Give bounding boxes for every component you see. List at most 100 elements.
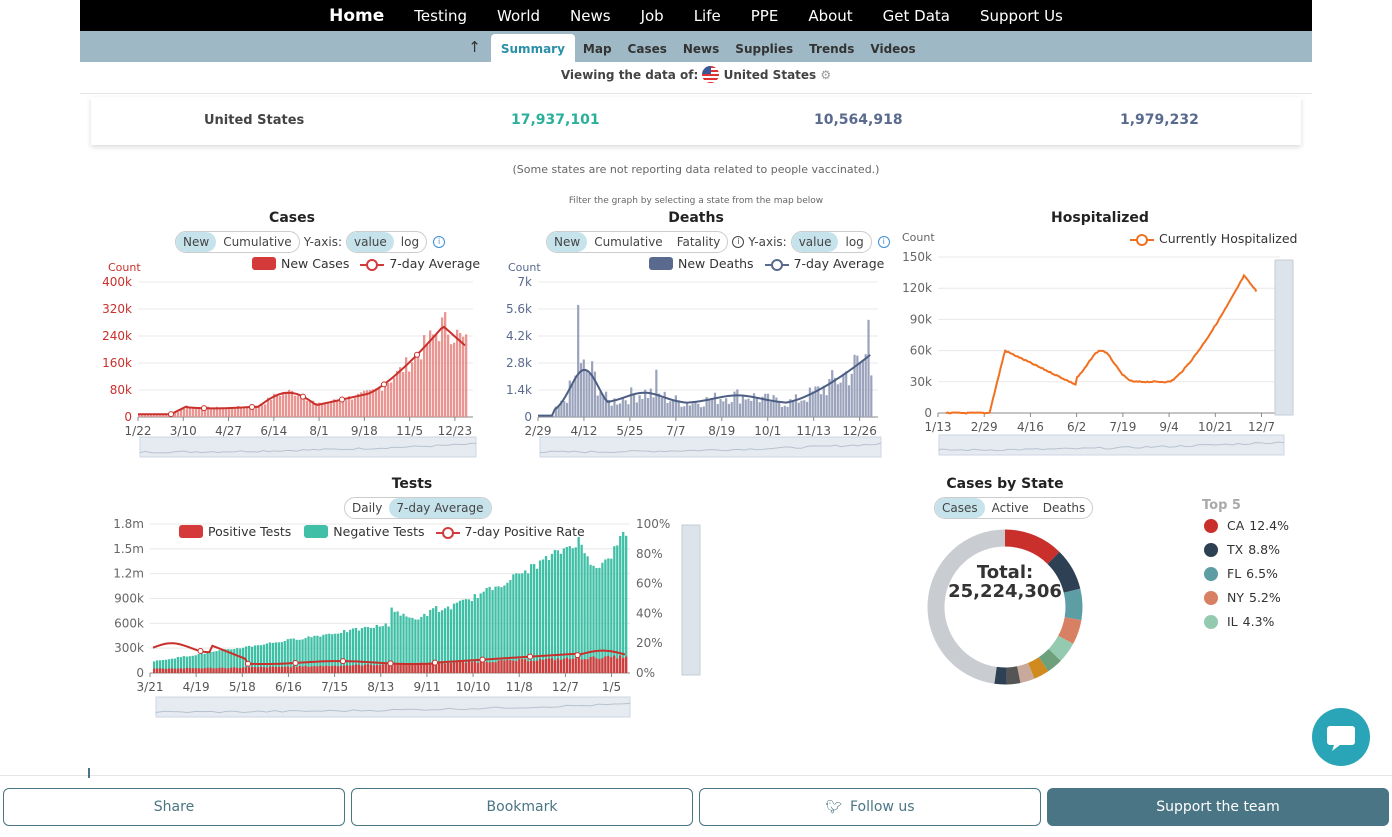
- tab-supplies[interactable]: Supplies: [735, 42, 794, 56]
- bar: [769, 401, 772, 417]
- chat-button[interactable]: [1312, 708, 1370, 766]
- positive-bar: [218, 667, 221, 673]
- support-button[interactable]: Support the team: [1047, 788, 1389, 826]
- cases-mode-new[interactable]: New: [176, 232, 217, 252]
- nav-home[interactable]: Home: [329, 5, 385, 26]
- nav-job[interactable]: Job: [640, 6, 664, 25]
- deaths-mode-new[interactable]: New: [547, 232, 588, 252]
- top5-item[interactable]: NY 5.2%: [1204, 590, 1281, 605]
- info-icon[interactable]: i: [433, 236, 446, 248]
- positive-bar: [212, 668, 215, 673]
- bar: [378, 387, 381, 417]
- deaths-controls: New Cumulative Fatality i Y-axis: value …: [546, 231, 890, 253]
- x-tick-label: 4/19: [183, 680, 210, 694]
- zoom-slider-preview: [155, 702, 631, 714]
- cases-legend-avg[interactable]: 7-day Average: [389, 256, 481, 271]
- tests-legend-positive[interactable]: Positive Tests: [208, 524, 292, 539]
- tab-videos[interactable]: Videos: [870, 42, 916, 56]
- nav-support-us[interactable]: Support Us: [980, 6, 1063, 25]
- tests-legend-rate[interactable]: 7-day Positive Rate: [464, 524, 585, 539]
- negative-bar: [435, 606, 438, 673]
- positive-bar: [399, 663, 402, 673]
- deaths-mode-fatality[interactable]: Fatality: [676, 235, 721, 249]
- tab-summary[interactable]: Summary: [490, 34, 575, 62]
- nav-get-data[interactable]: Get Data: [882, 6, 950, 25]
- bar: [186, 405, 189, 417]
- tab-news[interactable]: News: [682, 42, 720, 56]
- x-tick-label: 5/18: [229, 680, 256, 694]
- bar: [393, 377, 396, 417]
- tests-mode-7day[interactable]: 7-day Average: [389, 498, 491, 518]
- info-icon[interactable]: i: [877, 236, 890, 248]
- cases-legend-new[interactable]: New Cases: [281, 256, 350, 271]
- deaths-legend-avg[interactable]: 7-day Average: [793, 256, 885, 271]
- bar: [264, 404, 267, 417]
- divider: [88, 768, 90, 778]
- bar: [297, 395, 300, 417]
- y2-tick-label: 60%: [636, 577, 663, 591]
- state-mode-deaths[interactable]: Deaths: [1042, 501, 1086, 515]
- rate-point: [479, 656, 486, 663]
- bar: [363, 390, 366, 417]
- viewing-country[interactable]: United States: [723, 68, 817, 82]
- positive-bar: [420, 662, 423, 673]
- positive-bar: [173, 668, 177, 673]
- tests-legend-negative[interactable]: Negative Tests: [333, 524, 425, 539]
- state-donut-chart[interactable]: [925, 527, 1085, 687]
- deaths-legend-new[interactable]: New Deaths: [678, 256, 754, 271]
- tests-chart[interactable]: 1.8m 1.5m 1.2m 900k 600k 300k 03/21 4/19 5/18 6/1…: [100, 515, 710, 720]
- top5-item[interactable]: FL 6.5%: [1204, 566, 1278, 581]
- tab-trends[interactable]: Trends: [809, 42, 855, 56]
- arrow-up-icon[interactable]: ↑: [468, 37, 481, 56]
- negative-bar: [604, 559, 607, 673]
- negative-bar: [331, 634, 334, 673]
- top5-item[interactable]: IL 4.3%: [1204, 614, 1274, 629]
- nav-world[interactable]: World: [497, 6, 541, 25]
- deaths-scale-value[interactable]: value: [791, 232, 839, 252]
- positive-bar: [378, 665, 381, 673]
- tab-map[interactable]: Map: [582, 42, 612, 56]
- negative-bar: [417, 619, 420, 673]
- positive-bar: [613, 655, 616, 673]
- nav-news[interactable]: News: [570, 6, 611, 25]
- nav-about[interactable]: About: [808, 6, 853, 25]
- bar: [438, 341, 441, 417]
- bar: [646, 397, 650, 417]
- negative-bar: [268, 642, 272, 673]
- top5-item[interactable]: TX 8.8%: [1204, 542, 1280, 557]
- deaths-scale-log[interactable]: log: [845, 235, 864, 249]
- bar: [663, 391, 666, 417]
- info-icon[interactable]: i: [732, 236, 745, 248]
- bar: [141, 414, 144, 417]
- hosp-chart[interactable]: Count 150k 120k 90k 60k 30k 01/13 2/29 4/16 6/2 7/…: [895, 230, 1305, 462]
- cases-scale-value[interactable]: value: [347, 232, 394, 252]
- bar: [339, 400, 342, 417]
- positive-bar: [242, 667, 245, 673]
- nav-ppe[interactable]: PPE: [750, 6, 779, 25]
- negative-bar: [592, 565, 595, 673]
- top5-item[interactable]: CA 12.4%: [1204, 518, 1289, 533]
- zoom-slider: [938, 434, 1285, 456]
- state-mode-cases[interactable]: Cases: [935, 498, 985, 518]
- bookmark-button[interactable]: Bookmark: [351, 788, 693, 826]
- positive-bar: [179, 668, 183, 673]
- tests-mode-daily[interactable]: Daily: [352, 501, 383, 515]
- rate-point: [574, 652, 581, 659]
- deaths-mode-cumulative[interactable]: Cumulative: [594, 235, 663, 249]
- positive-bar: [598, 659, 601, 673]
- cases-mode-cumulative[interactable]: Cumulative: [223, 235, 292, 249]
- nav-testing[interactable]: Testing: [414, 6, 468, 25]
- negative-bar: [322, 634, 325, 673]
- positive-bar: [565, 657, 568, 673]
- gear-icon[interactable]: ⚙: [820, 68, 832, 82]
- bar: [276, 395, 279, 417]
- nav-life[interactable]: Life: [693, 6, 721, 25]
- hosp-legend-current[interactable]: Currently Hospitalized: [1159, 231, 1298, 246]
- follow-button[interactable]: 🐦︎ Follow us: [699, 788, 1041, 826]
- share-button[interactable]: Share: [3, 788, 345, 826]
- tab-cases[interactable]: Cases: [627, 42, 667, 56]
- state-mode-active[interactable]: Active: [991, 501, 1029, 515]
- cases-scale-log[interactable]: log: [400, 235, 420, 249]
